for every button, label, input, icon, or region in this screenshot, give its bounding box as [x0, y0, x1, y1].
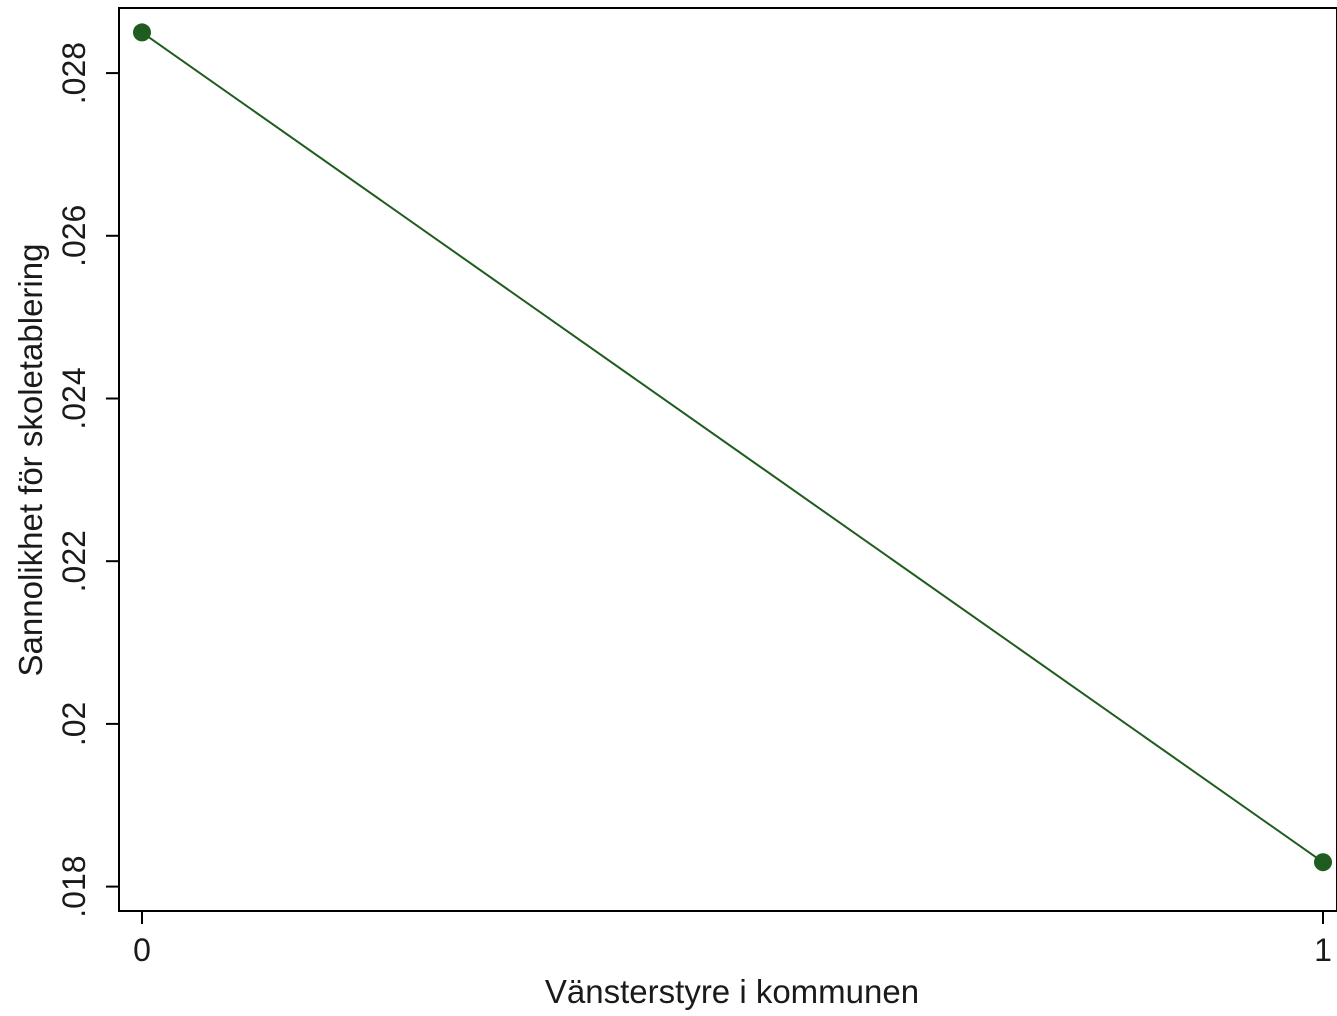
series-line	[141, 31, 1324, 864]
y-tick-label: .028	[56, 42, 92, 104]
series-layer	[133, 23, 1332, 872]
x-axis-title: Vänsterstyre i kommunen	[545, 973, 919, 1010]
y-tick-label: .026	[56, 205, 92, 267]
x-tick-label: 0	[133, 932, 151, 968]
y-tick-label: .024	[56, 367, 92, 429]
y-tick-label: .022	[56, 530, 92, 592]
data-point	[133, 23, 151, 42]
y-tick-label: .02	[56, 702, 92, 746]
data-point	[1314, 853, 1332, 872]
y-tick-label: .018	[56, 855, 92, 917]
x-tick-label: 1	[1314, 932, 1332, 968]
y-axis-title: Sannolikhet för skoletablering	[12, 244, 49, 677]
y-axis: .018 .02 .022 .024 .026 .028	[56, 42, 119, 918]
